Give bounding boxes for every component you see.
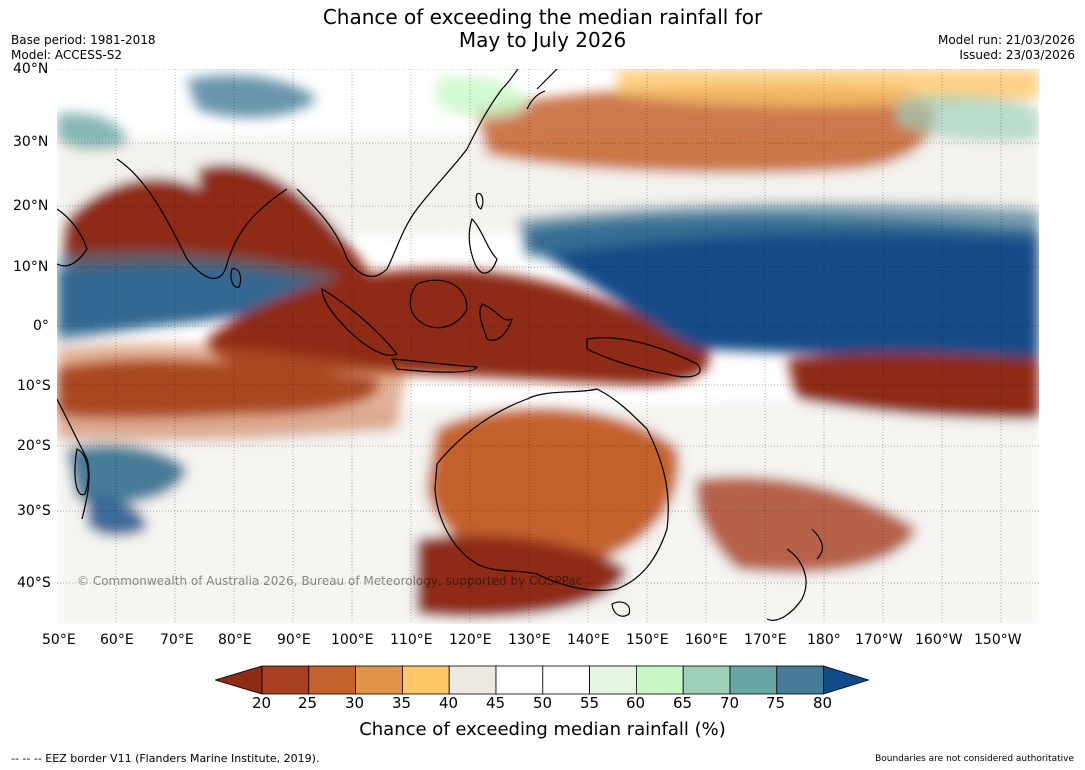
colorbar-tick: 65 — [673, 694, 693, 712]
model-label: Model: ACCESS-S2 — [11, 48, 123, 62]
sri-lanka-coast — [230, 268, 242, 288]
south-indian-ocean-wet — [67, 445, 187, 503]
colorbar-segment — [589, 665, 637, 695]
colorbar-tick: 75 — [766, 694, 786, 712]
china-coast — [466, 69, 519, 150]
lat-label: 40°N — [13, 61, 49, 77]
north-pacific-dry — [477, 85, 935, 174]
lon-label: 120°E — [449, 632, 492, 648]
lon-label: 130°E — [508, 632, 551, 648]
lon-label: 160°E — [685, 632, 728, 648]
india-coast — [116, 158, 288, 279]
colorbar-segment — [495, 665, 544, 695]
lat-label: 20°S — [17, 438, 51, 454]
arabia-coast — [57, 208, 88, 267]
colorbar-below-extend — [215, 665, 263, 695]
colorbar-tick: 60 — [626, 694, 646, 712]
sulawesi-coast — [479, 303, 514, 341]
colorbar — [215, 665, 870, 695]
colorbar-segment — [635, 665, 684, 695]
lat-label: 30°N — [13, 134, 49, 150]
model-run-label: Model run: 21/03/2026 — [937, 33, 1075, 47]
colorbar-segment — [776, 665, 824, 695]
lat-label: 10°N — [13, 259, 49, 275]
lon-label: 160°W — [915, 632, 963, 648]
graticule — [57, 69, 1039, 624]
colorbar-segment — [355, 665, 403, 695]
colorbar-tick: 45 — [486, 694, 506, 712]
coastlines — [57, 69, 824, 621]
australia-coast — [434, 388, 669, 591]
chart-title-line2: May to July 2026 — [458, 28, 627, 52]
lat-label: 0° — [33, 318, 49, 334]
lon-label: 170°W — [855, 632, 903, 648]
base-period-label: Base period: 1981-2018 — [11, 33, 156, 47]
lon-label: 80°E — [218, 632, 252, 648]
maritime-continent-dry — [207, 269, 710, 385]
colorbar-segment — [729, 665, 778, 695]
colorbar-segment — [308, 665, 357, 695]
taiwan-coast — [475, 192, 484, 210]
colorbar-label: Chance of exceeding median rainfall (%) — [359, 719, 726, 740]
lon-label: 50°E — [42, 632, 76, 648]
colorbar-segment — [401, 665, 450, 695]
new-guinea-coast — [586, 337, 701, 378]
eez-border-note: -- -- -- EEZ border V11 (Flanders Marine… — [11, 752, 320, 765]
lon-label: 90°E — [277, 632, 311, 648]
colorbar-tick: 80 — [813, 694, 833, 712]
colorbar-segment — [448, 665, 497, 695]
lon-label: 170°E — [744, 632, 787, 648]
colorbar-tick: 20 — [252, 694, 272, 712]
lon-label: 70°E — [160, 632, 194, 648]
colorbar-tick: 70 — [720, 694, 740, 712]
lat-label: 10°S — [17, 378, 51, 394]
philippines-coast — [468, 217, 498, 274]
colorbar-segment — [682, 665, 731, 695]
lon-label: 110°E — [390, 632, 433, 648]
himalaya-wet — [187, 75, 317, 118]
rainfall-map: © Commonwealth of Australia 2026, Bureau… — [57, 69, 1039, 624]
colorbar-above-extend — [823, 665, 870, 695]
lon-label: 140°E — [567, 632, 610, 648]
lat-label: 30°S — [17, 503, 51, 519]
boundary-disclaimer: Boundaries are not considered authoritat… — [875, 754, 1074, 764]
lon-label: 150°W — [974, 632, 1022, 648]
colorbar-tick: 50 — [533, 694, 553, 712]
colorbar-tick: 55 — [580, 694, 600, 712]
java-coast — [390, 358, 478, 373]
lon-label: 60°E — [100, 632, 134, 648]
africa-coast — [57, 398, 90, 520]
south-pacific-dry — [787, 353, 1039, 419]
colorbar-tick: 35 — [392, 694, 412, 712]
lon-label: 180° — [807, 632, 841, 648]
tasmania-coast — [611, 601, 631, 617]
colorbar-tick: 25 — [298, 694, 318, 712]
colorbar-tick: 30 — [345, 694, 365, 712]
japan-coast — [526, 69, 558, 110]
lat-label: 40°S — [17, 575, 51, 591]
sumatra-coast — [321, 287, 398, 356]
madagascar-coast — [74, 448, 89, 496]
new-zealand-coast — [766, 528, 824, 621]
lon-label: 100°E — [331, 632, 374, 648]
australia-dry — [427, 408, 679, 569]
colorbar-segment — [542, 665, 590, 695]
tasman-dry — [696, 476, 917, 573]
indochina-coast — [296, 148, 468, 277]
pacific-wet-band — [527, 215, 1039, 369]
colorbar-segment — [261, 665, 310, 695]
colorbar-tick: 40 — [439, 694, 459, 712]
copyright-text: © Commonwealth of Australia 2026, Bureau… — [77, 574, 582, 588]
lon-label: 150°E — [626, 632, 669, 648]
issued-label: Issued: 23/03/2026 — [959, 48, 1075, 62]
lat-label: 20°N — [13, 198, 49, 214]
chart-title-line1: Chance of exceeding the median rainfall … — [322, 5, 763, 29]
borneo-coast — [409, 279, 468, 329]
